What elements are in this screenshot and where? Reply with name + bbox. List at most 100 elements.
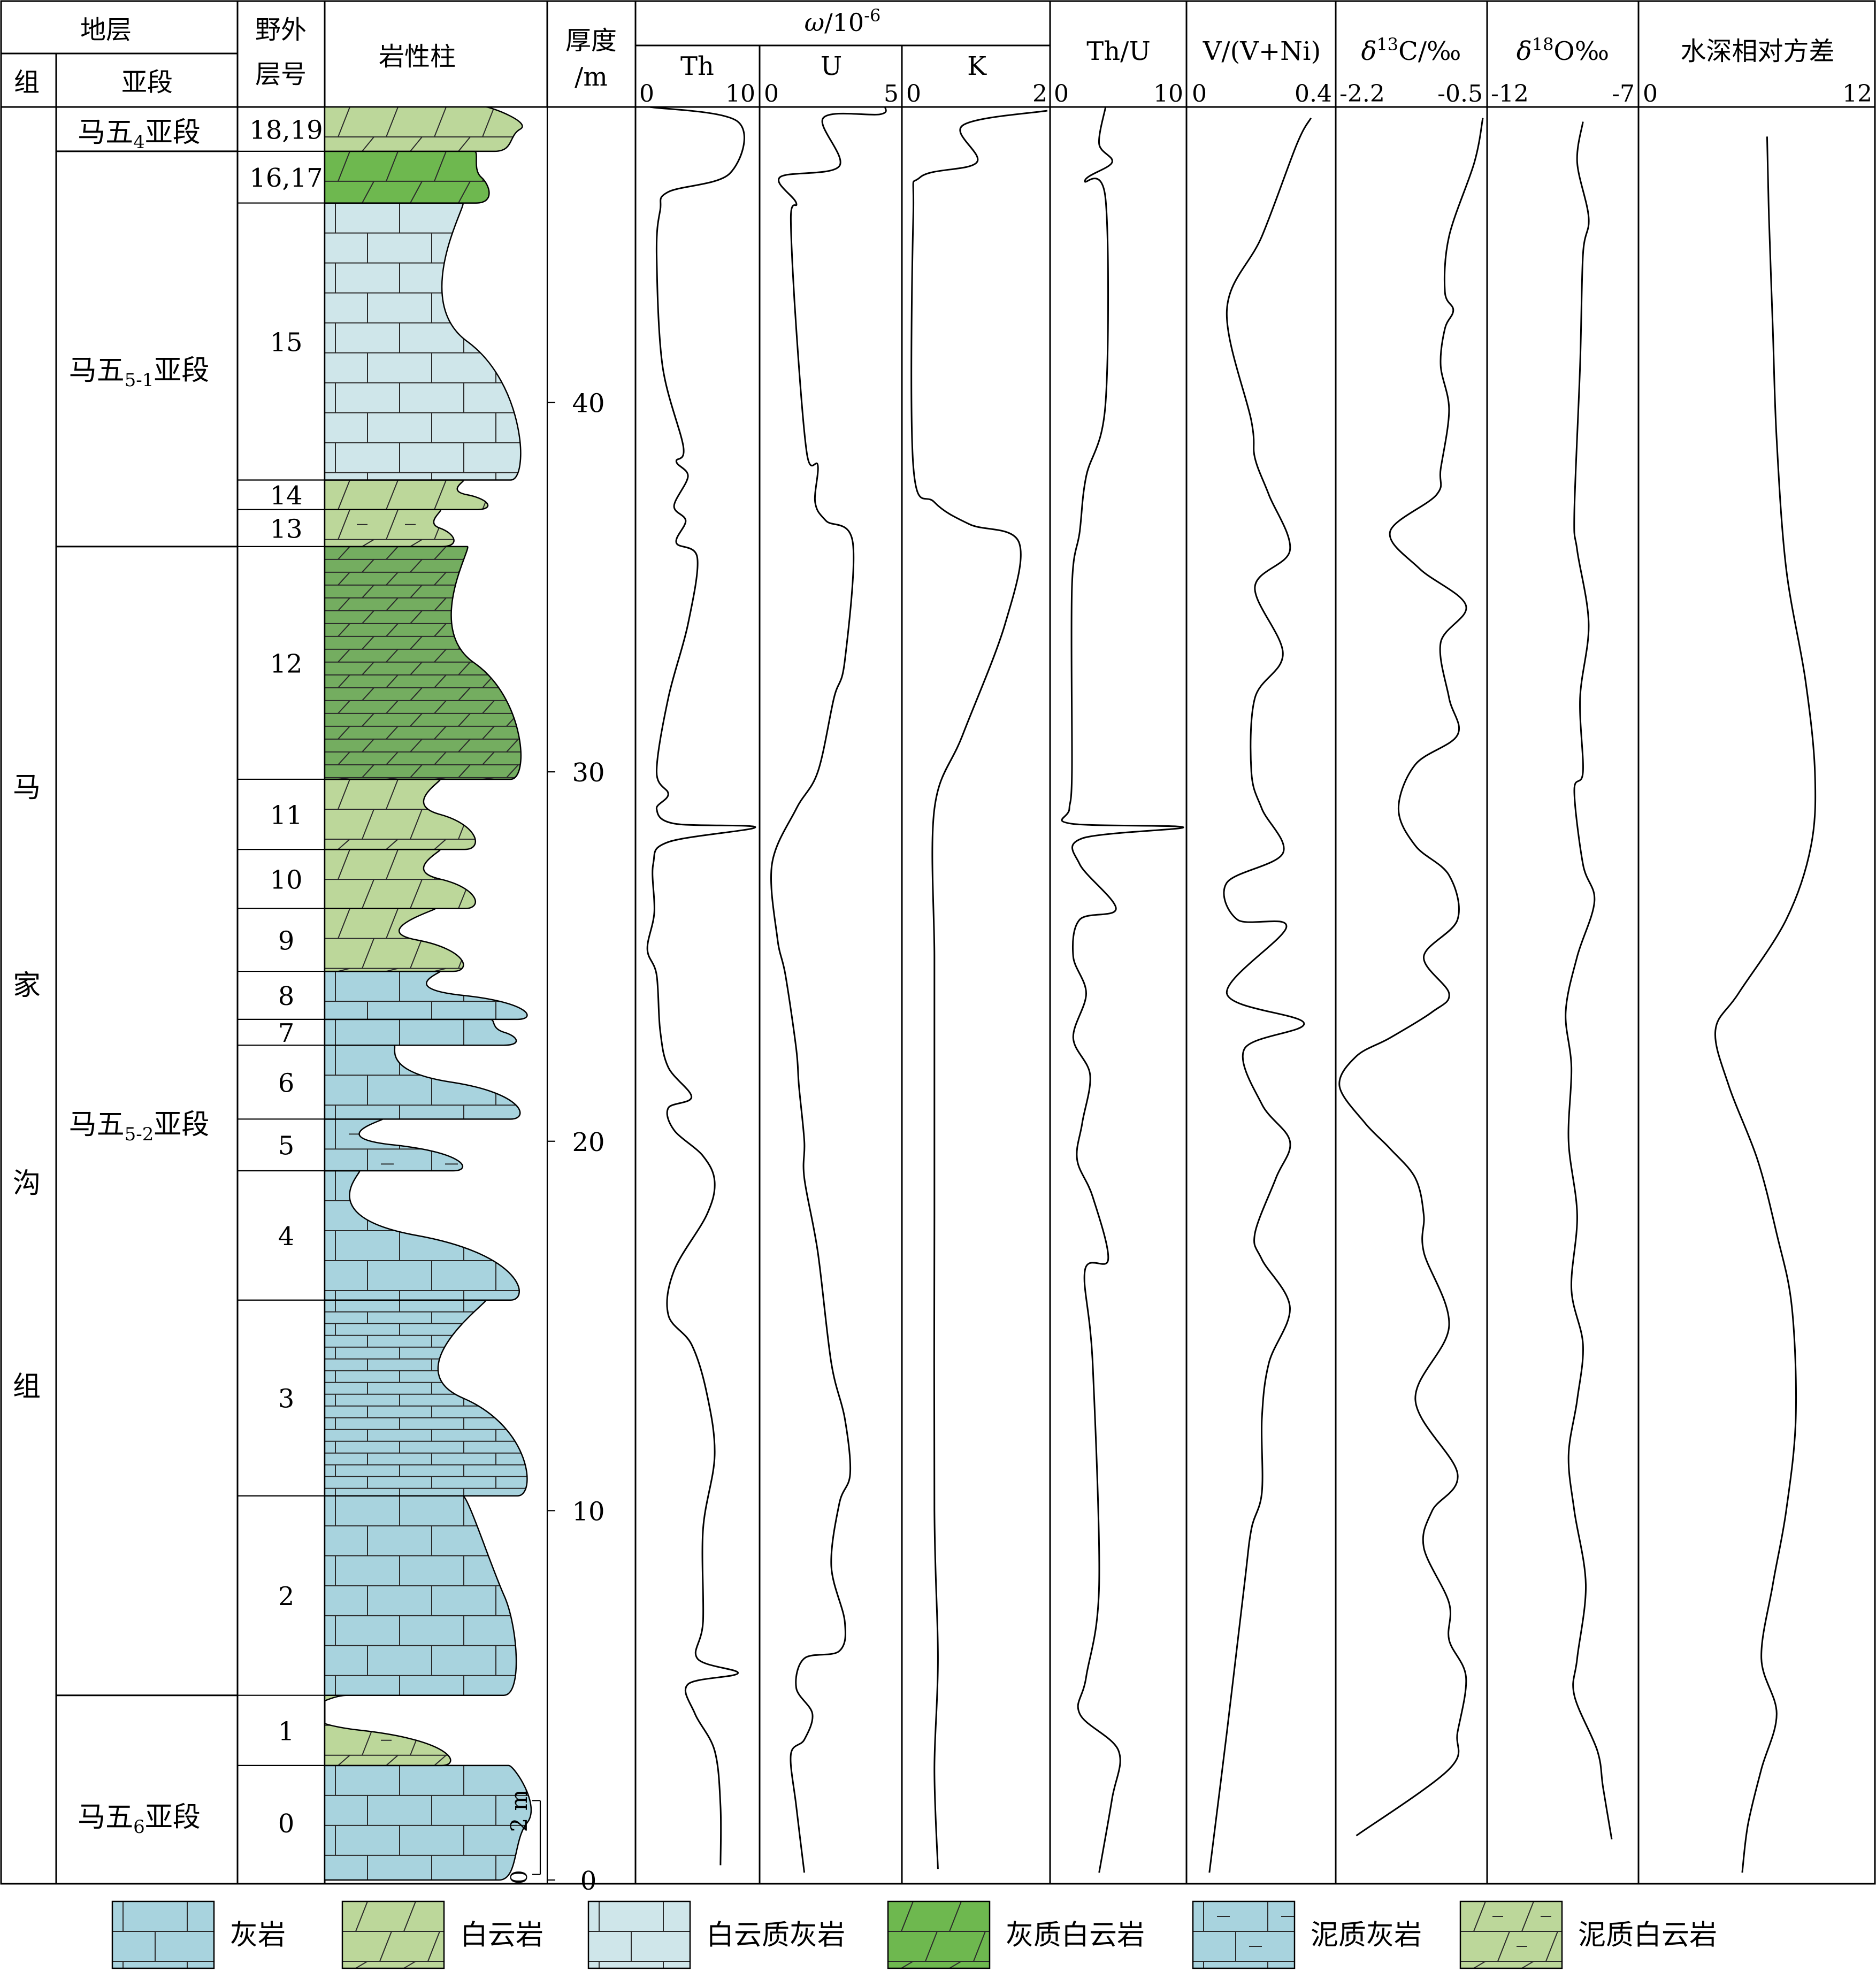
track-u: U 0 5	[764, 51, 899, 1873]
track-xtick-max: 2	[1032, 80, 1047, 108]
layer-number: 7	[278, 1018, 295, 1048]
lithology-layer-outline	[325, 1495, 517, 1696]
lithology-layer-outline	[325, 970, 528, 1020]
legend-item-limestone: 灰岩	[111, 1900, 286, 1969]
formation-header: 组	[14, 67, 40, 97]
lithology-layer	[325, 1018, 517, 1046]
lithology-layer	[325, 1044, 521, 1120]
table-header: 地层 组 亚段 野外 层号 岩性柱 厚度 /m ω/10-6	[14, 5, 880, 97]
track-curve-wdv	[1714, 136, 1817, 1873]
track-curve-d13c	[1338, 118, 1484, 1837]
track-xtick-min: 0	[1192, 80, 1207, 108]
lithology-layer-fill	[325, 1045, 520, 1119]
scale-bar-zero: 0	[506, 1870, 532, 1884]
track-xtick-max: 5	[884, 80, 899, 108]
track-xtick-max: -0.5	[1437, 80, 1483, 108]
track-d13c: δ13C/‰ -2.2 -0.5	[1338, 34, 1484, 1837]
legend-swatch	[888, 1901, 990, 1968]
lithology-layer-outline	[325, 546, 522, 780]
lithology-layer-fill	[325, 1300, 527, 1496]
formation-name-char: 组	[13, 1371, 41, 1403]
lithology-layer	[325, 1299, 528, 1497]
track-k: K 0 2	[906, 51, 1048, 1869]
track-curve-vvni	[1208, 117, 1312, 1873]
lithology-layer	[325, 908, 464, 972]
track-header: V/(V+Ni)	[1203, 36, 1321, 66]
track-curve-d18o	[1565, 121, 1613, 1840]
lithology-pattern	[325, 546, 521, 779]
track-wdv: 水深相对方差 0 12	[1643, 36, 1872, 1873]
legend-item-dolomite: 白云岩	[341, 1900, 543, 1969]
legend-swatch	[112, 1901, 214, 1968]
lithology-layer-outline	[325, 1694, 451, 1767]
lithology-layer	[325, 546, 522, 780]
lithology-layer-outline	[325, 107, 523, 152]
track-d18o: δ18O‰ -12 -7	[1491, 34, 1635, 1840]
legend-label: 灰岩	[230, 1920, 286, 1952]
track-thu: Th/U 0 10	[1054, 36, 1184, 1873]
lithology-layer-outline	[325, 150, 490, 204]
legend-swatch	[342, 1901, 444, 1968]
layer-number: 1	[278, 1716, 295, 1746]
lithology-layer-fill	[325, 779, 476, 850]
thickness-tick-label: 40	[572, 389, 604, 419]
lithology-pattern	[335, 1019, 464, 1046]
layer-number: 8	[278, 981, 295, 1011]
track-header: Th/U	[1086, 36, 1151, 66]
legend-swatch	[1460, 1901, 1562, 1968]
layer-number: 15	[270, 328, 302, 358]
thickness-tick-label: 20	[572, 1127, 604, 1157]
lithology-layer-fill	[325, 546, 521, 779]
track-xtick-max: 12	[1842, 80, 1872, 108]
table-grid	[0, 0, 1876, 1885]
track-xtick-min: 0	[639, 80, 654, 108]
track-xtick-min: -12	[1491, 80, 1529, 108]
lithology-layer	[325, 1118, 463, 1172]
lithology-layer-outline	[325, 1170, 520, 1301]
lithology-pattern	[338, 480, 488, 510]
layer-number: 5	[278, 1131, 295, 1161]
field-layer-header-line2: 层号	[255, 59, 307, 89]
lithology-layer-fill	[325, 1019, 517, 1046]
lithology-layer-fill	[325, 203, 521, 480]
legend-item-argillaceous-limestone: 泥质灰岩	[1192, 1900, 1422, 1969]
scale-bar-label: 2 m	[506, 1790, 532, 1832]
lithology-layer	[325, 1495, 517, 1696]
legend-swatch	[588, 1901, 690, 1968]
lithology-layer	[325, 107, 523, 152]
track-xtick-max: -7	[1612, 80, 1635, 108]
lithology-pattern	[325, 509, 454, 547]
layer-number: 0	[278, 1809, 295, 1839]
track-header: U	[821, 51, 842, 81]
track-curve-thu	[1061, 106, 1184, 1873]
lithology-layer	[325, 1694, 451, 1767]
layer-number: 18,19	[249, 115, 323, 145]
legend-label: 泥质灰岩	[1311, 1920, 1422, 1952]
thickness-header: 厚度	[565, 26, 617, 56]
layer-number: 9	[278, 926, 295, 956]
track-curve-k	[910, 110, 1048, 1869]
lithology-layer-fill	[325, 908, 464, 972]
lithology-layer-outline	[325, 509, 455, 548]
track-th: Th 0 10	[639, 51, 756, 1866]
track-header: 水深相对方差	[1680, 36, 1834, 66]
track-xtick-min: -2.2	[1339, 80, 1385, 108]
track-xtick-min: 0	[1643, 80, 1658, 108]
lithology-layer-outline	[325, 1118, 463, 1172]
layer-number: 2	[278, 1582, 295, 1612]
lithology-layer-outline	[325, 778, 476, 850]
lithology-layer-outline	[325, 1764, 532, 1881]
strata-header: 地层	[80, 15, 132, 45]
omega-header: ω/10-6	[805, 5, 881, 37]
submember-label-m4: 马五4亚段	[78, 117, 201, 153]
legend-label: 白云质灰岩	[706, 1920, 845, 1952]
layer-number: 3	[278, 1384, 295, 1414]
lithology-layer	[325, 970, 528, 1020]
formation-name-char: 家	[13, 970, 41, 1002]
lithology-layer	[325, 848, 476, 909]
lithology-layer	[325, 202, 522, 481]
track-header: K	[967, 51, 987, 81]
lithology-layer	[325, 778, 476, 850]
